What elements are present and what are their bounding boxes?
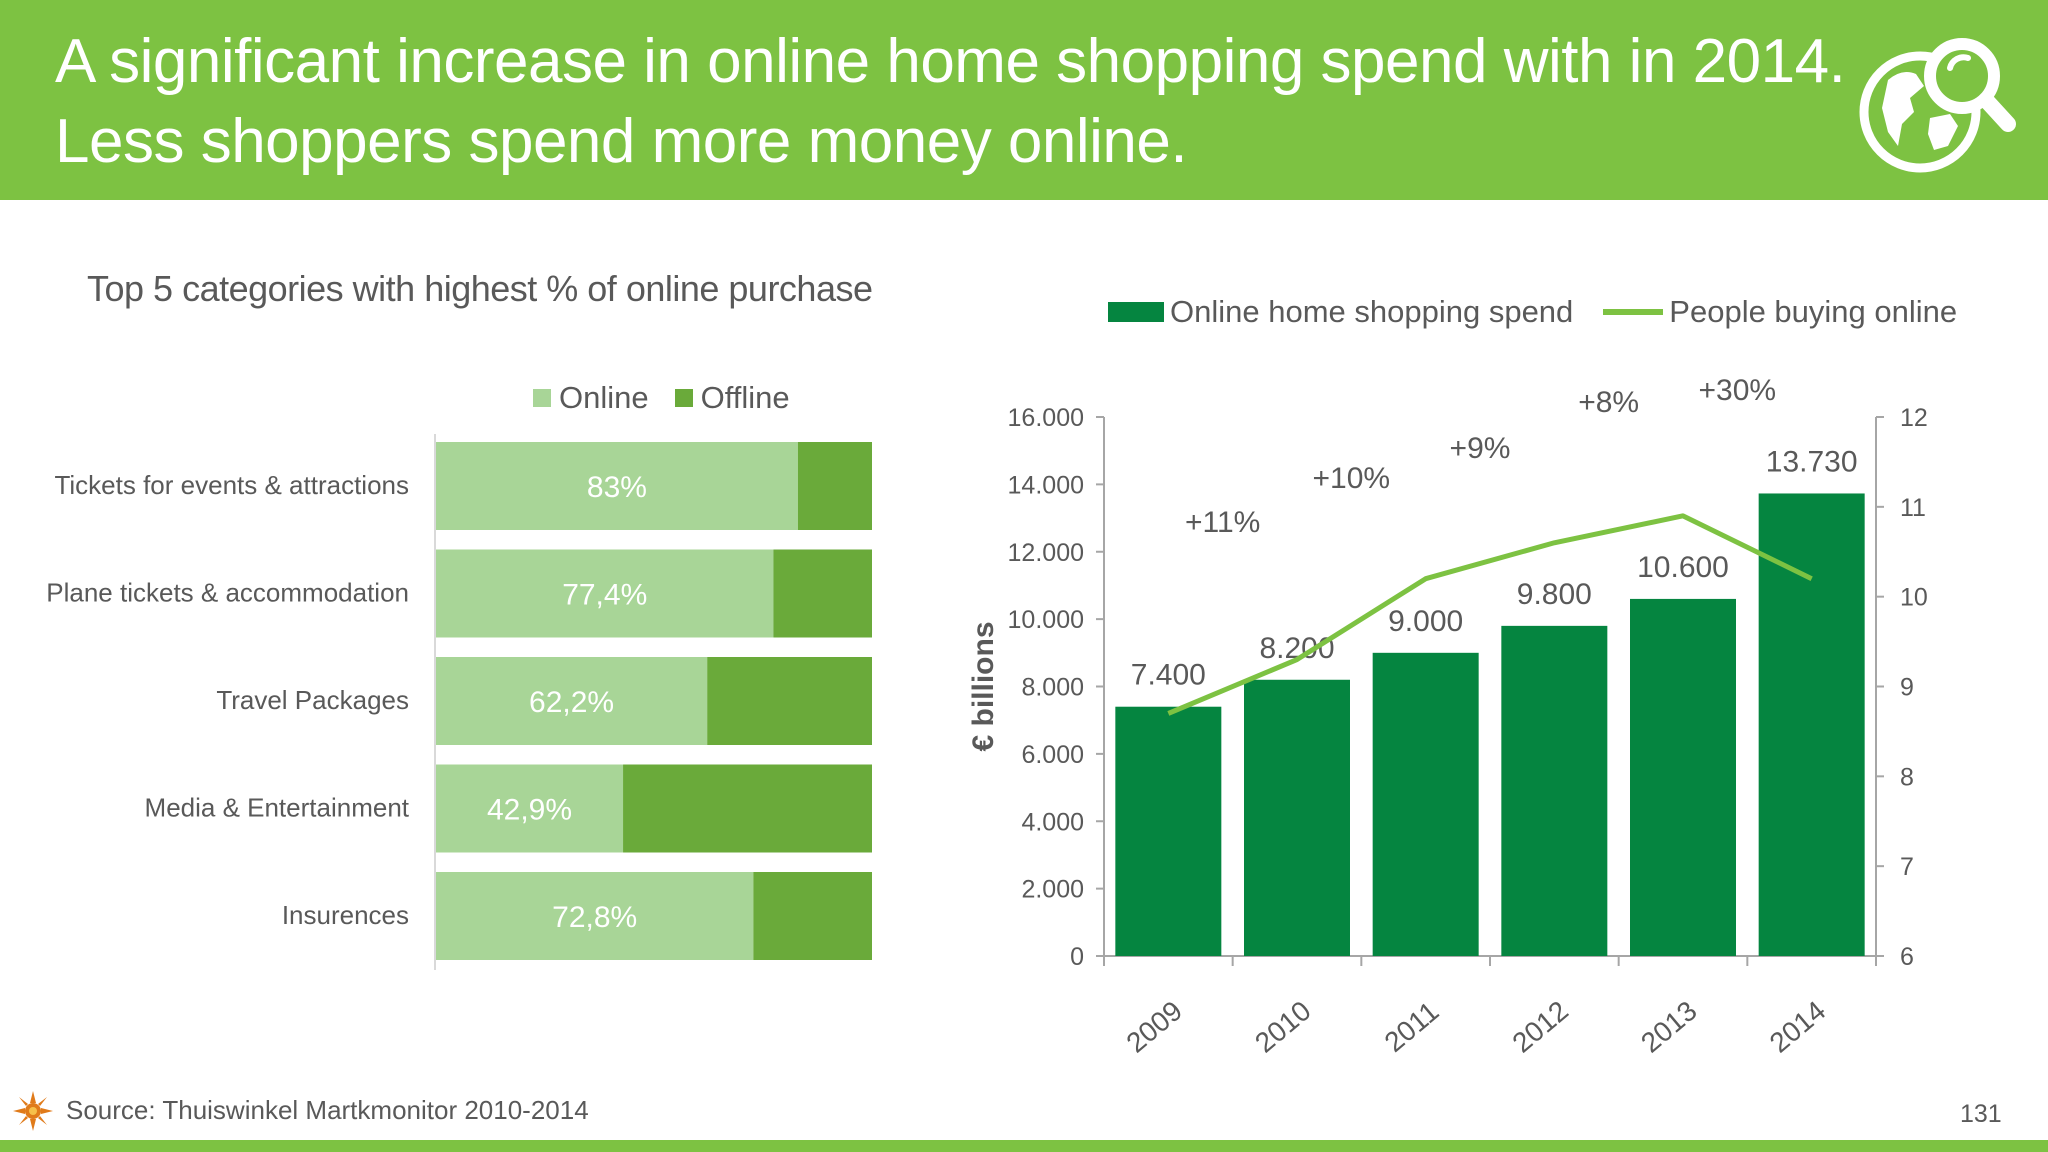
stacked-bar-legend: Online Offline	[533, 380, 816, 416]
category-label-0: Tickets for events & attractions	[54, 470, 409, 500]
y-tick-label-2: 4.000	[1021, 808, 1084, 836]
bar-offline-2	[707, 657, 872, 745]
page-title: A significant increase in online home sh…	[55, 22, 1846, 182]
legend-item-online: Online	[533, 380, 649, 416]
legend-item-offline: Offline	[674, 380, 790, 416]
legend-label-spend: Online home shopping spend	[1170, 294, 1574, 329]
x-tick-label-2011: 2011	[1379, 995, 1445, 1057]
y-tick-label-5: 10.000	[1008, 606, 1084, 634]
data-label-1: 77,4%	[562, 579, 647, 612]
data-label-3: 42,9%	[487, 794, 572, 827]
footer-bar	[0, 1140, 2048, 1152]
sun-logo-icon	[13, 1091, 53, 1131]
y-tick-label-4: 8.000	[1021, 674, 1084, 702]
y2-tick-label-5: 11	[1900, 494, 1926, 522]
data-label-2: 62,2%	[529, 686, 614, 719]
legend-swatch-online	[533, 389, 551, 407]
y-tick-label-7: 14.000	[1008, 471, 1084, 499]
y-tick-label-3: 6.000	[1021, 741, 1084, 769]
x-tick-label-2012: 2012	[1506, 995, 1574, 1059]
bar-spend-2011	[1372, 652, 1479, 956]
y-tick-label-8: 16.000	[1008, 404, 1084, 432]
x-tick-label-2014: 2014	[1764, 995, 1832, 1059]
x-tick-label-2010: 2010	[1249, 995, 1317, 1059]
bar-offline-1	[773, 549, 872, 638]
category-label-4: Insurences	[282, 900, 409, 930]
y-tick-label-6: 12.000	[1008, 539, 1084, 567]
legend-item-people: People buying online	[1603, 294, 1957, 330]
title-line-2: Less shoppers spend more money online.	[55, 107, 1188, 176]
y2-tick-label-4: 10	[1900, 584, 1928, 612]
x-tick-label-2009: 2009	[1120, 995, 1188, 1059]
line-people-buying-online	[1167, 513, 1813, 716]
source-note: Source: Thuiswinkel Martkmonitor 2010-20…	[66, 1095, 589, 1125]
growth-label-1: +10%	[1313, 462, 1391, 495]
page-number: 131	[1960, 1100, 2002, 1128]
bar-offline-0	[797, 442, 872, 530]
y2-tick-label-2: 8	[1900, 763, 1914, 791]
bar-label-2009: 7.400	[1131, 659, 1206, 692]
stacked-bar-chart: 83% Tickets for events & attractions 77,4%…	[46, 434, 872, 970]
legend-label-offline: Offline	[700, 380, 790, 415]
y-axis-title: € billions	[967, 621, 1000, 751]
bar-online-4	[436, 872, 754, 960]
y2-tick-label-1: 7	[1900, 853, 1914, 881]
bar-spend-2012	[1501, 625, 1608, 956]
bar-label-2013: 10.600	[1637, 551, 1729, 584]
left-chart-title: Top 5 categories with highest % of onlin…	[87, 268, 873, 309]
bar-spend-2009	[1115, 706, 1222, 956]
legend-swatch-offline	[674, 389, 693, 407]
y-tick-label-0: 0	[1070, 943, 1084, 971]
data-label-4: 72,8%	[552, 901, 637, 934]
bar-offline-3	[623, 764, 872, 853]
y2-tick-label-3: 9	[1900, 674, 1914, 702]
legend-label-people: People buying online	[1669, 294, 1958, 329]
growth-label-3: +8%	[1578, 386, 1639, 419]
bar-online-2	[436, 657, 708, 745]
bar-label-2014: 13.730	[1766, 445, 1858, 478]
bar-label-2012: 9.800	[1517, 578, 1592, 611]
combo-bar-line-chart: 0 2.000 4.000 6.000 8.000 10.000 12.000 14.000 1…	[967, 374, 1928, 1059]
category-label-1: Plane tickets & accommodation	[46, 578, 409, 608]
data-label-0: 83%	[587, 471, 647, 504]
growth-label-4: +30%	[1699, 374, 1777, 407]
header-banner: A significant increase in online home sh…	[0, 0, 2048, 200]
legend-swatch-people	[1603, 309, 1664, 315]
bar-online-1	[436, 549, 774, 638]
bar-online-3	[436, 764, 624, 853]
combo-chart-legend: Online home shopping spend People buying…	[1108, 294, 1983, 330]
title-line-1: A significant increase in online home sh…	[55, 27, 1846, 96]
bar-label-2011: 9.000	[1388, 605, 1463, 638]
category-label-3: Media & Entertainment	[145, 793, 410, 823]
bar-spend-2014	[1758, 493, 1865, 956]
legend-label-online: Online	[559, 380, 649, 415]
legend-item-spend: Online home shopping spend	[1108, 294, 1573, 330]
legend-swatch-spend	[1108, 302, 1164, 322]
y2-tick-label-0: 6	[1900, 943, 1914, 971]
globe-search-icon	[1859, 38, 2016, 173]
category-label-2: Travel Packages	[216, 685, 409, 715]
bar-spend-2010	[1244, 679, 1350, 956]
y2-tick-label-6: 12	[1900, 404, 1928, 432]
bar-offline-4	[753, 872, 872, 960]
bar-spend-2013	[1630, 598, 1736, 956]
growth-label-0: +11%	[1185, 506, 1260, 539]
bar-online-0	[436, 442, 798, 530]
x-tick-label-2013: 2013	[1635, 995, 1703, 1059]
growth-label-2: +9%	[1450, 432, 1511, 465]
y-tick-label-1: 2.000	[1021, 876, 1084, 904]
